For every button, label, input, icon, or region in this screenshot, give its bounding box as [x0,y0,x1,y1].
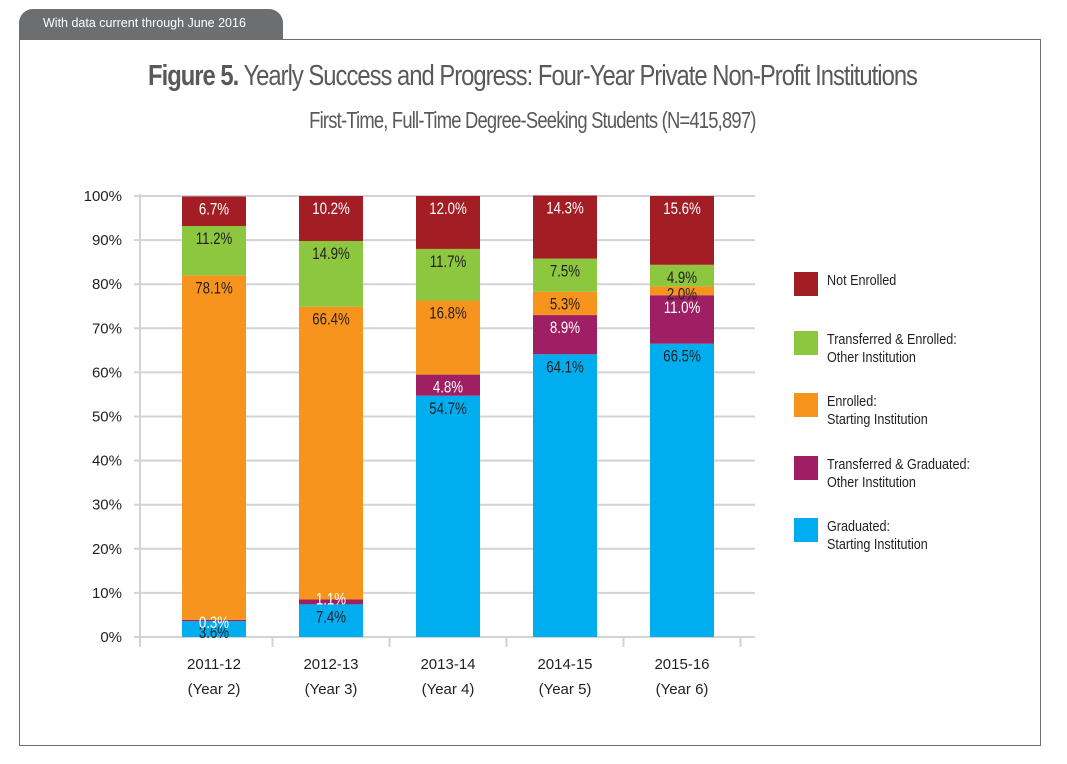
data-label: 16.8% [429,304,467,323]
data-label: 78.1% [195,279,233,298]
bar-segment [416,374,480,396]
data-label: 1.1% [316,590,346,609]
data-currency-tab: With data current through June 2016 [19,9,283,39]
data-label: 4.8% [433,378,463,397]
bar-segment [650,343,714,637]
bar-segment [299,599,363,605]
legend-label: Transferred & Graduated: [827,455,970,472]
figure-number: Figure 5. [148,60,239,92]
legend-label: Not Enrolled [827,271,896,288]
data-label: 8.9% [550,319,580,338]
data-label: 12.0% [429,200,467,219]
data-label: 10.2% [312,200,350,219]
data-label: 14.3% [546,199,584,218]
x-tick-sublabel: (Year 4) [422,681,475,698]
y-tick-label: 30% [92,497,122,514]
bar-segment [533,195,597,259]
legend-label: Starting Institution [827,535,928,552]
legend-swatch [794,518,818,542]
x-tick-label: 2013-14 [420,656,475,673]
chart-subtitle: First-Time, Full-Time Degree-Seeking Stu… [309,107,756,133]
bar-segment [299,196,363,241]
bar-segment [182,619,246,622]
x-tick-label: 2012-13 [303,656,358,673]
bar-segment [533,354,597,637]
legend-swatch [794,272,818,296]
data-label: 0.3% [199,613,229,632]
data-label: 6.7% [199,200,229,219]
y-tick-label: 20% [92,541,122,558]
data-label: 11.0% [664,299,701,318]
data-label: 64.1% [546,358,584,377]
bar-segment [416,248,480,301]
bar-segment [533,291,597,316]
bar-segment [299,306,363,600]
figure-frame [19,39,1041,746]
legend-swatch [794,393,818,417]
bar-segment [533,315,597,355]
legend-label: Other Institution [827,473,916,490]
y-tick-label: 70% [92,320,122,337]
chart-title: Figure 5. Yearly Success and Progress: F… [95,60,970,93]
x-tick-label: 2015-16 [654,656,709,673]
legend-label: Other Institution [827,348,916,365]
bar-segment [650,295,714,344]
bar-segment [650,196,714,265]
bar-segment [416,395,480,637]
bar-segment [416,300,480,375]
bar-segment [182,196,246,226]
y-tick-label: 60% [92,364,122,381]
x-tick-label: 2014-15 [537,656,592,673]
data-label: 7.4% [316,608,346,627]
bar-segment [299,604,363,637]
y-tick-label: 50% [92,409,122,426]
x-tick-label: 2011-12 [187,656,241,673]
bar-segment [650,286,714,296]
y-tick-label: 100% [84,188,122,205]
data-currency-label: With data current through June 2016 [43,16,246,30]
data-label: 14.9% [312,244,350,263]
bar-segment [650,264,714,287]
data-label: 2.0% [667,285,697,304]
data-label: 5.3% [550,295,580,314]
chart-title-text: Yearly Success and Progress: Four-Year P… [238,60,917,92]
x-tick-sublabel: (Year 3) [305,681,358,698]
bar-segment [182,225,246,276]
y-tick-label: 10% [92,585,122,602]
bar-segment [299,240,363,307]
data-label: 7.5% [550,262,580,281]
legend-label: Enrolled: [827,392,877,409]
data-label: 3.6% [199,624,229,643]
legend-label: Graduated: [827,517,890,534]
data-label: 11.7% [430,252,467,271]
y-tick-label: 40% [92,453,122,470]
legend-swatch [794,331,818,355]
legend-label: Starting Institution [827,410,928,427]
bar-segment [182,275,246,620]
bar-segment [533,258,597,292]
bar-segment [416,196,480,249]
x-tick-sublabel: (Year 6) [656,681,709,698]
y-tick-label: 80% [92,276,122,293]
data-label: 11.2% [196,229,233,248]
data-label: 66.5% [663,347,701,366]
x-tick-sublabel: (Year 5) [539,681,592,698]
y-tick-label: 0% [100,629,122,646]
legend-label: Transferred & Enrolled: [827,330,957,347]
bar-segment [182,621,246,637]
y-tick-label: 90% [92,232,122,249]
data-label: 66.4% [312,310,350,329]
data-label: 54.7% [429,399,467,418]
data-label: 15.6% [663,200,701,219]
legend-swatch [794,456,818,480]
data-label: 4.9% [667,268,697,287]
x-tick-sublabel: (Year 2) [188,681,241,698]
